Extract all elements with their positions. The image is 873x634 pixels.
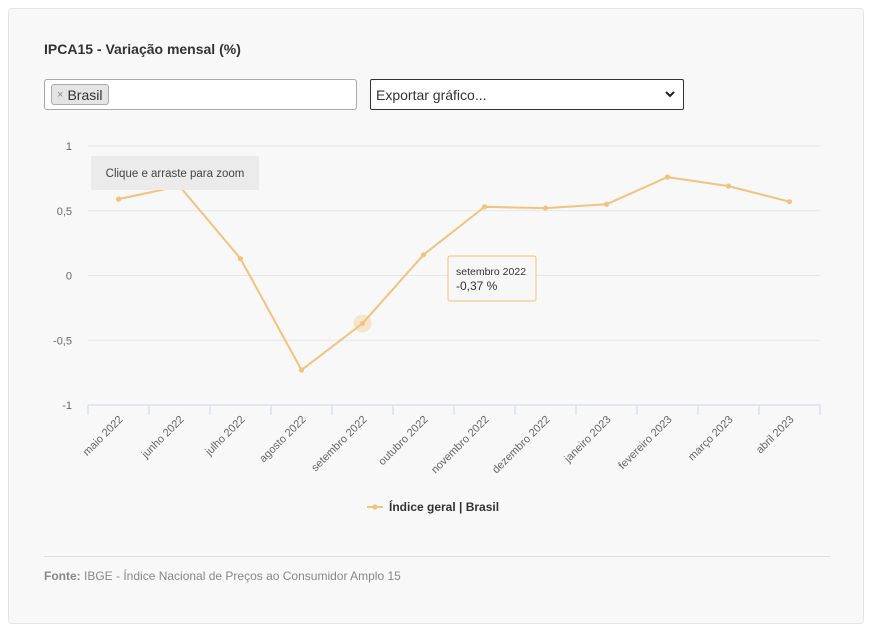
x-tick-label: junho 2022 [139, 414, 187, 462]
chart-title: IPCA15 - Variação mensal (%) [44, 41, 241, 57]
footer-divider [44, 556, 830, 557]
data-point[interactable] [298, 367, 305, 373]
export-chart-select[interactable]: Exportar gráfico... [370, 79, 684, 110]
zoom-hint-text: Clique e arraste para zoom [106, 168, 245, 180]
chart-card [8, 8, 864, 624]
zoom-hint-box [91, 156, 259, 190]
y-tick-label: -1 [62, 400, 72, 412]
data-point[interactable] [481, 204, 488, 210]
y-tick-label: 1 [66, 141, 72, 153]
x-tick-label: março 2023 [686, 414, 736, 464]
x-tick-label: maio 2022 [81, 414, 126, 459]
tooltip-value: -0,37 % [456, 279, 498, 293]
data-point[interactable] [542, 205, 549, 211]
x-tick-label: setembro 2022 [309, 414, 369, 474]
x-tick-label: agosto 2022 [257, 414, 308, 465]
data-point[interactable] [115, 196, 122, 202]
data-point[interactable] [237, 256, 244, 262]
legend-symbol-dot[interactable] [372, 504, 378, 510]
y-tick-label: 0 [66, 271, 72, 283]
x-tick-label: outubro 2022 [376, 414, 430, 468]
data-point[interactable] [359, 320, 366, 327]
remove-tag-icon[interactable]: × [57, 88, 64, 101]
source-label: Fonte: [44, 569, 81, 583]
x-tick-label: abril 2023 [754, 414, 797, 457]
location-tag: × Brasil [51, 84, 110, 105]
tooltip-date: setembro 2022 [456, 266, 526, 278]
location-tag-label: Brasil [67, 86, 103, 103]
source-note: Fonte: IBGE - Índice Nacional de Preços … [44, 569, 401, 583]
legend-label[interactable]: Índice geral | Brasil [389, 499, 499, 514]
y-tick-label: 0,5 [57, 206, 72, 218]
export-select-value: Exportar gráfico... [376, 86, 487, 103]
y-tick-label: -0,5 [53, 335, 72, 347]
series-line [118, 176, 790, 372]
data-point[interactable] [603, 201, 610, 207]
chevron-down-icon [665, 91, 675, 98]
location-filter-input[interactable]: × Brasil [44, 79, 357, 110]
data-point[interactable] [420, 252, 427, 258]
source-text: IBGE - Índice Nacional de Preços ao Cons… [84, 569, 401, 583]
tooltip-box [447, 255, 537, 302]
data-point[interactable] [725, 183, 732, 189]
x-tick-label: julho 2022 [203, 414, 248, 459]
x-tick-label: dezembro 2022 [490, 414, 553, 477]
x-tick-label: fevereiro 2023 [616, 414, 674, 472]
x-tick-label: janeiro 2023 [562, 414, 614, 466]
x-tick-label: novembro 2022 [429, 414, 492, 477]
data-point[interactable] [664, 174, 671, 180]
data-point[interactable] [786, 199, 793, 205]
